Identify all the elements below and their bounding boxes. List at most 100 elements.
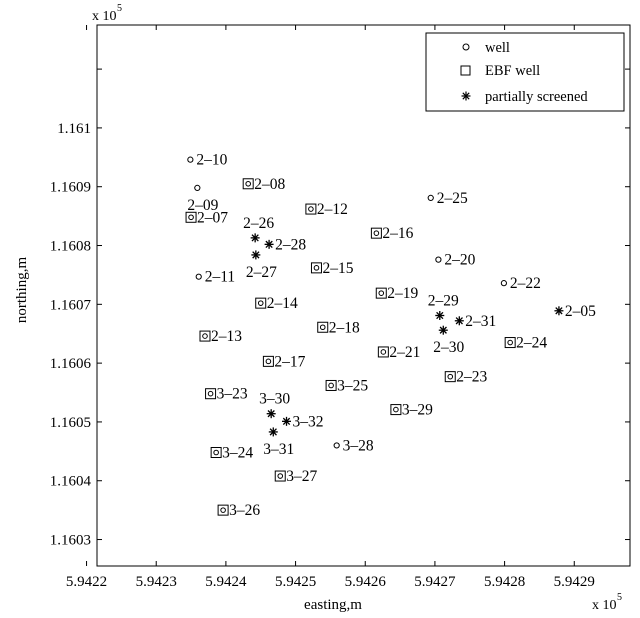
well-point (500, 280, 507, 287)
star-stroke (555, 307, 563, 315)
star-stroke (269, 428, 277, 436)
ebf-well-point (504, 337, 516, 349)
ebf-well-point (377, 346, 389, 358)
point-label: 2–11 (205, 269, 235, 286)
well-point (435, 256, 442, 263)
star-stroke (455, 317, 463, 325)
point-label: 2–29 (428, 292, 459, 309)
ebf-well-point (255, 297, 267, 309)
legend-box (425, 32, 625, 112)
legend-ebf-label: EBF well (485, 63, 540, 79)
point-label: 2–26 (243, 215, 274, 232)
point-label: 3–29 (402, 402, 433, 419)
y-tick-label: 1.1606 (50, 356, 92, 372)
ebf-well-inner (328, 382, 334, 389)
point-label: 2–16 (382, 225, 413, 242)
y-axis-label: northing,m (14, 257, 30, 324)
ebf-well-point (375, 287, 387, 299)
star-stroke (282, 417, 291, 426)
point-label: 3–23 (217, 386, 248, 403)
y-tick-label: 1.1605 (50, 415, 91, 431)
ebf-well-inner (188, 214, 194, 221)
point-label: 3–24 (222, 445, 253, 462)
ebf-well-inner (393, 406, 399, 413)
point-label: 2–30 (433, 339, 464, 356)
x-tick-label: 5.9422 (66, 574, 107, 590)
point-label: 2–19 (387, 285, 418, 302)
y-tick-label: 1.1609 (50, 180, 91, 196)
ebf-well-inner (265, 358, 272, 365)
x-axis-label: easting,m (304, 597, 362, 613)
legend-well-label: well (485, 40, 510, 56)
star-stroke (252, 251, 260, 259)
point-label: 3–28 (343, 437, 374, 454)
point-label: 2–07 (197, 209, 228, 226)
point-label: 3–31 (263, 441, 294, 458)
ebf-well-point (262, 355, 274, 367)
ebf-well-point (305, 203, 317, 215)
well-point (195, 273, 202, 280)
point-label: 2–14 (267, 295, 298, 312)
point-label: 2–25 (437, 190, 468, 207)
point-label: 2–17 (274, 353, 305, 370)
point-label: 2–31 (465, 313, 496, 330)
ebf-well-inner (313, 265, 320, 271)
y-tick-label: 1.1607 (50, 297, 92, 313)
point-label: 2–21 (389, 344, 420, 361)
point-label: 2–13 (211, 328, 242, 345)
partially-screened-point (282, 416, 292, 426)
point-label: 2–05 (565, 303, 596, 320)
ebf-well-inner (257, 300, 264, 306)
ebf-well-inner (213, 449, 219, 456)
y-tick-label: 1.1608 (50, 239, 91, 255)
star-stroke (265, 240, 273, 248)
x-tick-label: 5.9423 (136, 574, 177, 590)
x-tick-label: 5.9424 (205, 574, 247, 590)
point-label: 3–32 (293, 413, 324, 430)
star-stroke (439, 326, 447, 334)
x-tick-label: 5.9425 (275, 574, 316, 590)
ebf-well-point (205, 388, 217, 400)
point-label: 2–12 (317, 201, 348, 218)
partially-screened-point (435, 310, 445, 320)
ebf-well-inner (308, 206, 314, 212)
legend: well EBF well partially screened (425, 32, 625, 112)
point-label: 2–28 (275, 236, 306, 253)
ebf-well-point (310, 262, 322, 274)
ebf-well-inner (380, 349, 387, 355)
ebf-well-inner (319, 324, 326, 331)
x-tick-label: 5.9426 (345, 574, 387, 590)
ebf-well-inner (447, 373, 454, 380)
ebf-well-point (325, 379, 337, 391)
partially-screened-point (268, 427, 278, 437)
partially-screened-point (264, 239, 274, 249)
legend-star-marker (461, 91, 471, 101)
well-point (194, 184, 201, 191)
partially-screened-point (266, 409, 276, 419)
point-label: 2–27 (246, 264, 277, 281)
well-point (187, 156, 194, 163)
ebf-well-point (317, 321, 329, 333)
point-label: 2–09 (187, 197, 218, 214)
x-multiplier: x 10 5 (592, 592, 622, 613)
partially-screened-point (438, 325, 448, 335)
legend-partial-label: partially screened (485, 89, 588, 105)
partially-screened-point (554, 306, 564, 316)
point-label: 2–18 (329, 319, 360, 336)
ebf-well-inner (207, 390, 214, 397)
ebf-well-inner (245, 180, 251, 187)
partially-screened-point (251, 250, 261, 260)
point-label: 3–30 (259, 391, 290, 408)
ebf-well-inner (373, 230, 380, 236)
ebf-well-inner (277, 473, 284, 479)
point-label: 2–10 (196, 152, 227, 169)
star-stroke (436, 311, 444, 320)
ebf-well-inner (220, 507, 226, 513)
partially-screened-point (454, 316, 464, 326)
point-label: 2–23 (456, 369, 487, 386)
x-multiplier-exponent: 5 (617, 592, 622, 603)
axis-ticks: 5.9422 5.9423 5.9424 5.9425 5.9426 5.9427 5.94… (50, 25, 630, 590)
point-label: 2–15 (322, 260, 353, 277)
x-tick-label: 5.9429 (554, 574, 595, 590)
